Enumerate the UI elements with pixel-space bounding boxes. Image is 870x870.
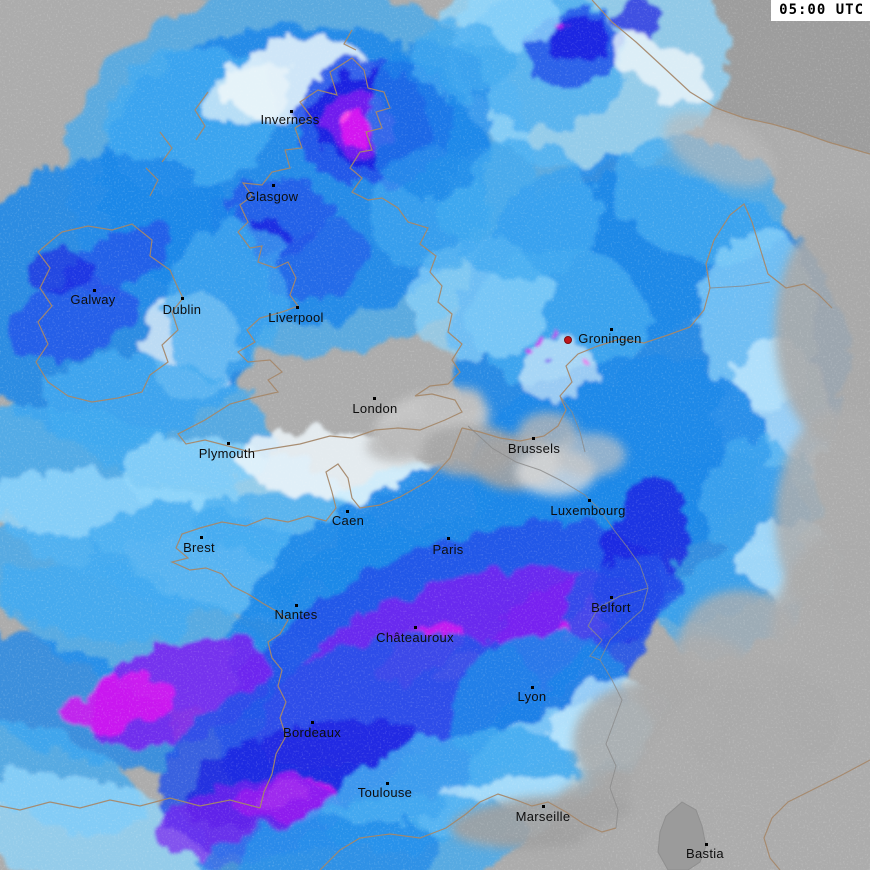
city-label-luxembourg: Luxembourg [550,503,626,518]
city-label-brussels: Brussels [507,441,561,456]
city-label-glasgow: Glasgow [245,189,299,204]
city-label-groningen: Groningen [578,331,642,346]
city-dot-caen [346,510,349,513]
city-label-bastia: Bastia [686,846,724,861]
city-label-nantes: Nantes [274,607,318,622]
city-label-brest: Brest [183,540,215,555]
coastline-france-west [170,427,463,809]
coastline-mediterranean [319,793,617,870]
timestamp-badge: 05:00 UTC [771,0,870,21]
city-dot-bordeaux [311,721,314,724]
city-label-paris: Paris [432,542,464,557]
city-dot-luxembourg [588,499,591,502]
city-dot-dublin [181,297,184,300]
city-label-dublin: Dublin [162,302,202,317]
city-dot-groningen [610,328,613,331]
city-dot-brussels [532,437,535,440]
city-dot-bastia [705,843,708,846]
coastline-spain-north [0,797,261,811]
city-dot-lyon [531,686,534,689]
city-dot-brest [200,536,203,539]
coastline-italy [763,759,870,870]
city-dot-inverness [290,110,293,113]
coastline-norway [591,0,870,155]
city-label-marseille: Marseille [515,809,571,824]
border-germany-denmark [709,281,771,289]
border-switzerland [587,587,649,661]
city-dot-châteauroux [414,626,417,629]
city-label-liverpool: Liverpool [268,310,324,325]
city-dot-paris [447,537,450,540]
coastline-ireland [35,223,184,403]
corsica-island [657,801,707,870]
coastline-hebrides [145,29,357,197]
coastline-lowcountries-denmark [461,203,833,442]
city-label-london: London [352,401,398,416]
city-label-lyon: Lyon [517,689,547,704]
city-dot-nantes [295,604,298,607]
city-label-belfort: Belfort [591,600,631,615]
city-dot-marseille [542,805,545,808]
city-label-galway: Galway [70,292,116,307]
city-dot-galway [93,289,96,292]
border-netherlands-germany [559,395,586,453]
city-dot-toulouse [386,782,389,785]
city-dot-glasgow [272,184,275,187]
country-border-layer [467,281,771,829]
city-label-toulouse: Toulouse [357,785,413,800]
city-dot-london [373,397,376,400]
city-label-bordeaux: Bordeaux [282,725,342,740]
city-label-plymouth: Plymouth [198,446,256,461]
city-label-châteauroux: Châteauroux [376,630,454,645]
coastline-great-britain [177,57,463,453]
city-label-inverness: Inverness [260,112,320,127]
city-dot-liverpool [296,306,299,309]
groningen-red-marker [564,336,572,344]
city-dot-belfort [610,596,613,599]
border-france-east [467,425,649,829]
city-label-caen: Caen [331,513,365,528]
city-dot-plymouth [227,442,230,445]
